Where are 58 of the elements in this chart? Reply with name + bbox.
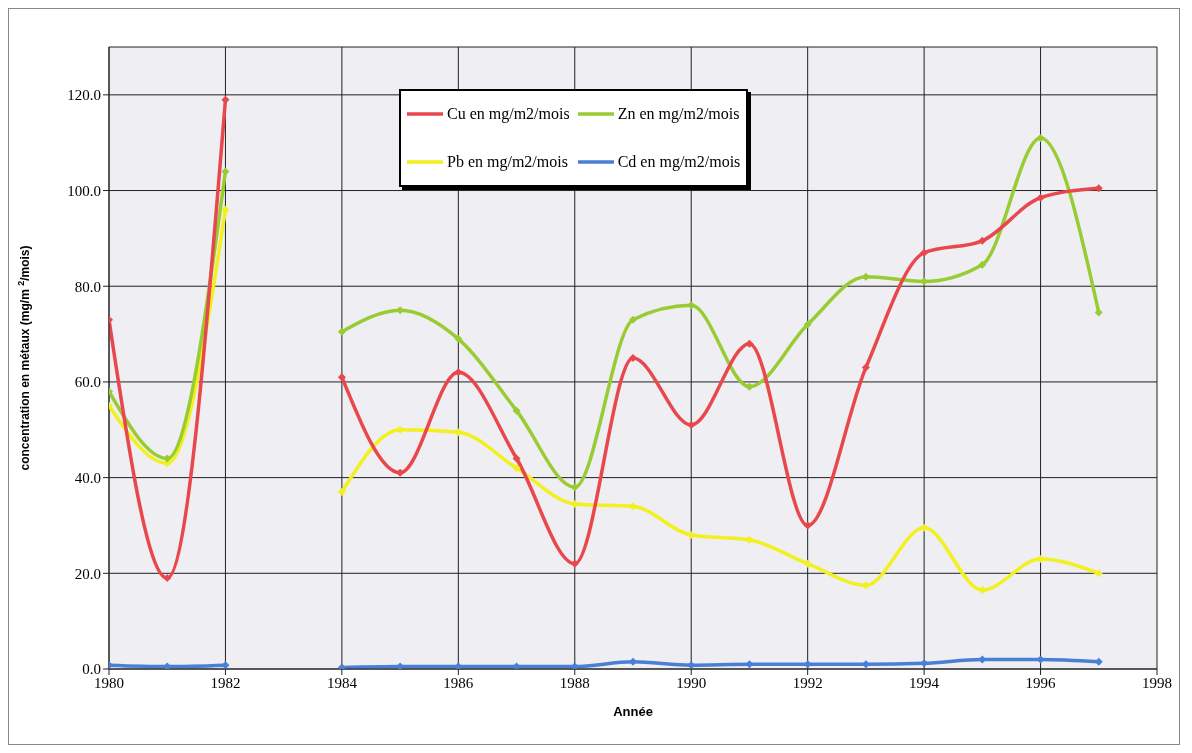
x-tick-label: 1992 [792,674,823,691]
legend-label: Cd en mg/m2/mois [617,153,741,171]
point [629,657,637,666]
legend-label: Cu en mg/m2/mois [447,105,570,123]
point [163,454,172,463]
point [687,301,696,310]
y-tick-label: 80.0 [74,278,101,295]
point [803,320,812,329]
point [978,236,987,245]
y-tick-label: 100.0 [67,182,101,199]
point [1094,569,1103,578]
point [1036,554,1045,563]
point [570,559,579,568]
x-tick-label: 1986 [443,674,474,691]
point [920,248,929,257]
x-tick-label: 1990 [676,674,707,691]
x-tick-label: 1994 [909,674,940,691]
x-axis-title: Année [613,704,653,719]
point [745,339,754,348]
y-tick-label: 40.0 [74,469,101,486]
x-tick-label: 1982 [210,674,241,691]
point [1036,193,1045,202]
y-tick-label: 20.0 [74,565,101,582]
point [629,315,637,324]
point [629,502,637,511]
point [978,260,987,269]
point [512,454,521,463]
legend-label: Pb en mg/m2/mois [447,153,568,171]
point [337,487,346,496]
point [920,523,929,532]
point [687,420,696,429]
point [512,464,521,473]
point [803,521,812,530]
x-tick-label: 1988 [559,674,590,691]
point [803,559,812,568]
point [512,406,521,415]
point [629,354,637,362]
x-tick-label: 1984 [326,674,358,691]
point [745,535,754,544]
legend-label: Zn en mg/m2/mois [617,105,740,123]
point [861,272,870,281]
point [1036,133,1045,142]
point [337,327,346,336]
point [163,574,172,583]
point [1094,308,1103,317]
point [337,373,346,382]
point [396,468,405,477]
point [978,586,987,595]
point [570,499,579,508]
point [570,483,579,492]
x-tick-label: 1996 [1025,674,1057,691]
y-tick-label: 60.0 [74,374,101,391]
point [221,167,230,176]
point [221,205,230,214]
y-tick-label: 120.0 [67,87,101,104]
x-tick-label: 1998 [1142,674,1172,691]
point [861,363,870,372]
point [454,334,463,343]
